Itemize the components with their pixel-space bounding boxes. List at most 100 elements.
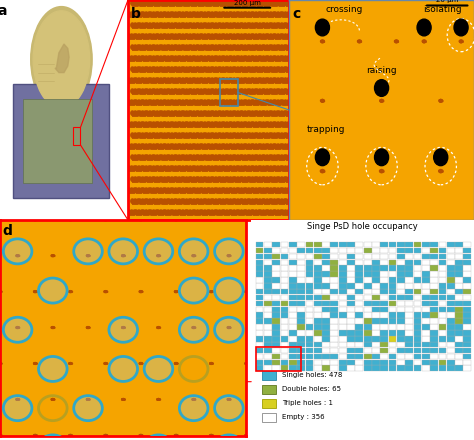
Circle shape [162,188,165,192]
Bar [438,254,447,259]
Circle shape [201,78,204,82]
Bar [405,307,413,312]
Circle shape [173,89,176,93]
Bar [380,319,388,324]
Circle shape [191,34,195,38]
Circle shape [204,133,207,137]
FancyBboxPatch shape [172,147,179,150]
Bar [372,312,380,318]
FancyBboxPatch shape [380,99,383,103]
Circle shape [134,133,137,137]
Bar [281,307,288,312]
Circle shape [106,291,107,292]
FancyBboxPatch shape [246,147,252,150]
Bar [372,295,380,301]
Circle shape [153,89,156,93]
Circle shape [145,188,148,192]
Bar [397,254,405,259]
FancyBboxPatch shape [249,4,256,7]
Circle shape [236,89,239,93]
Bar [430,354,438,359]
Circle shape [134,45,137,49]
Circle shape [229,327,230,328]
Circle shape [159,1,162,5]
Circle shape [441,100,443,102]
FancyBboxPatch shape [275,191,282,194]
Circle shape [156,122,160,126]
Circle shape [178,12,182,16]
Circle shape [178,210,182,214]
Circle shape [178,199,181,203]
Bar [438,260,447,265]
Circle shape [255,188,258,192]
Circle shape [155,23,159,27]
FancyBboxPatch shape [267,37,274,40]
Circle shape [288,67,291,71]
FancyBboxPatch shape [256,158,263,161]
Circle shape [155,199,159,203]
Circle shape [214,238,244,264]
FancyBboxPatch shape [87,327,89,329]
FancyBboxPatch shape [224,191,230,194]
Circle shape [225,155,228,159]
FancyBboxPatch shape [191,202,197,205]
Circle shape [190,177,192,181]
Circle shape [184,34,187,38]
Circle shape [287,34,290,38]
Bar [272,265,280,271]
Circle shape [185,133,188,137]
Circle shape [277,45,281,49]
FancyBboxPatch shape [229,255,232,257]
Circle shape [160,45,164,49]
Bar [289,324,297,330]
Circle shape [287,166,290,170]
Circle shape [217,155,220,159]
Circle shape [248,45,251,49]
Circle shape [221,34,224,38]
FancyBboxPatch shape [260,81,267,84]
Circle shape [155,1,159,5]
Circle shape [186,144,189,148]
Bar [380,354,388,359]
Circle shape [211,133,215,137]
Circle shape [247,363,248,364]
Circle shape [222,177,225,181]
FancyBboxPatch shape [165,81,172,84]
Circle shape [160,67,164,71]
Bar [289,348,297,353]
FancyBboxPatch shape [260,213,267,216]
FancyBboxPatch shape [150,169,157,172]
Bar [372,248,380,253]
Circle shape [222,34,226,38]
Circle shape [272,144,275,148]
Bar [372,359,380,365]
FancyBboxPatch shape [53,327,55,329]
FancyBboxPatch shape [156,326,161,329]
Circle shape [133,12,136,16]
Circle shape [38,356,68,382]
Circle shape [262,56,265,60]
Circle shape [243,12,246,16]
Circle shape [233,23,237,27]
Circle shape [233,122,236,126]
Circle shape [229,199,232,203]
Circle shape [213,144,217,148]
Circle shape [174,122,177,126]
Bar [405,260,413,265]
Circle shape [35,434,36,436]
Circle shape [146,89,149,93]
FancyBboxPatch shape [51,254,55,257]
Circle shape [175,219,177,220]
Circle shape [244,111,247,115]
Circle shape [217,177,220,181]
Circle shape [225,133,228,137]
Bar [306,295,313,301]
Circle shape [0,291,1,292]
Circle shape [178,1,181,5]
Circle shape [265,144,268,148]
Circle shape [149,166,152,170]
Bar [262,371,276,380]
Circle shape [244,177,247,181]
Circle shape [268,155,272,159]
Circle shape [156,78,160,82]
